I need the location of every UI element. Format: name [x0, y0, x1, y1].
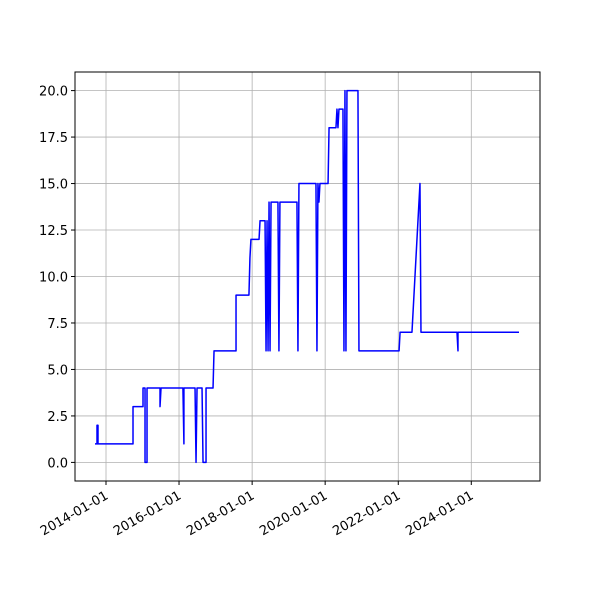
y-tick-label: 0.0 — [47, 456, 68, 471]
x-tick-label: 2018-01-01 — [184, 488, 257, 539]
y-tick-label: 2.5 — [47, 410, 68, 425]
x-tick-label: 2014-01-01 — [38, 488, 111, 539]
x-tick-label: 2022-01-01 — [330, 488, 403, 539]
x-tick-label: 2020-01-01 — [257, 488, 330, 539]
y-tick-label: 10.0 — [39, 271, 68, 286]
y-tick-label: 20.0 — [39, 85, 68, 100]
y-tick-label: 17.5 — [39, 131, 68, 146]
y-tick-label: 7.5 — [47, 317, 68, 332]
y-tick-label: 12.5 — [39, 224, 68, 239]
x-tick-label: 2016-01-01 — [111, 488, 184, 539]
plot — [95, 89, 519, 464]
data-line — [95, 89, 519, 464]
y-tick-label: 15.0 — [39, 178, 68, 193]
x-tick-label: 2024-01-01 — [403, 488, 476, 539]
y-tick-label: 5.0 — [47, 363, 68, 378]
grid — [75, 72, 540, 481]
